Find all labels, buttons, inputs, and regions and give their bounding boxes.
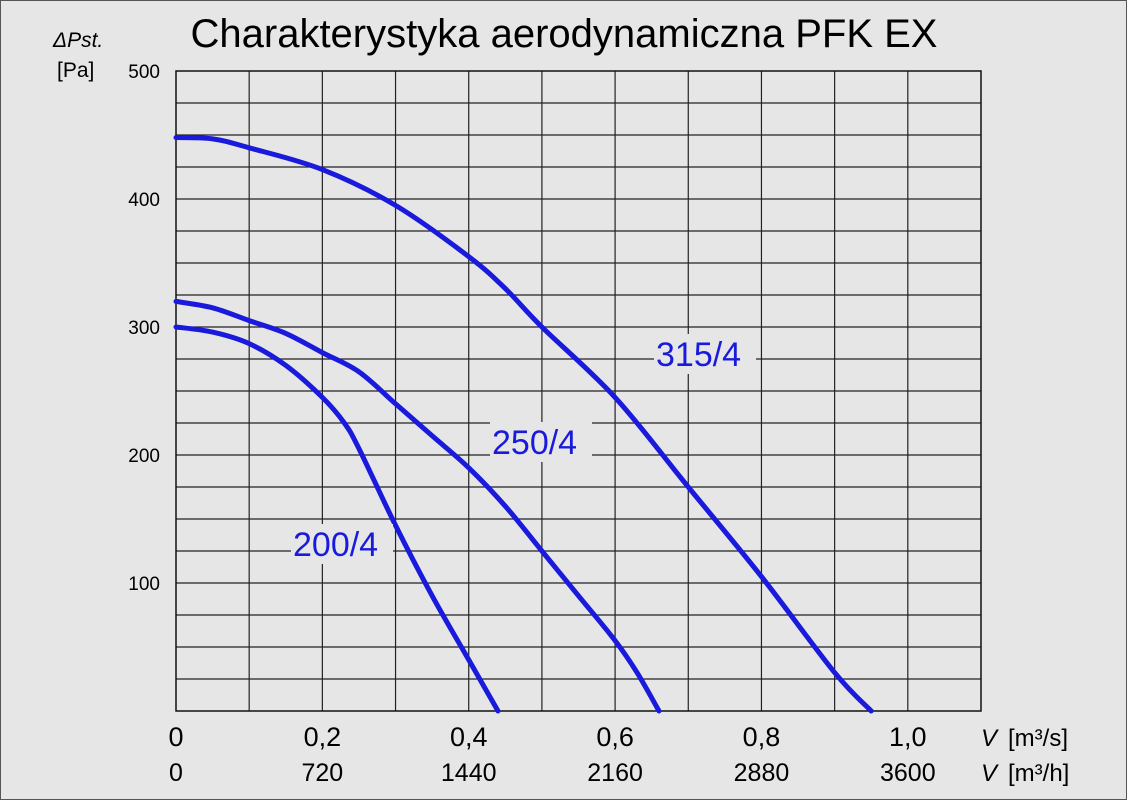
x-axis-secondary-unit: [m³/h] [1008, 760, 1069, 787]
plot-border [175, 70, 982, 712]
x-tick-label-secondary: 1440 [441, 759, 497, 787]
y-tick-label: 100 [128, 574, 160, 595]
x-tick-label-primary: 0,2 [304, 722, 342, 752]
x-tick-label-secondary: 0 [169, 759, 183, 787]
x-tick-label-secondary: 720 [302, 759, 344, 787]
series-label-background [291, 524, 393, 564]
x-tick-label-primary: 0,8 [743, 722, 781, 752]
x-tick-label-secondary: 2880 [734, 759, 790, 787]
series-label-background [654, 334, 756, 374]
series-label-250-4: 250/4 [492, 424, 577, 462]
y-axis-unit: [Pa] [57, 59, 94, 82]
ticks-group: 100 200 300 400 500 0 0,2 0,4 0,6 0,8 1,0 0 720 1440 2… [128, 62, 935, 787]
y-tick-label: 400 [128, 190, 160, 211]
series-line-315-4 [173, 135, 874, 714]
y-tick-label: 200 [128, 446, 160, 467]
x-tick-label-secondary: 3600 [880, 759, 936, 787]
chart-title: Charakterystyka aerodynamiczna PFK EX [191, 12, 938, 56]
x-tick-label-primary: 1,0 [889, 722, 927, 752]
y-axis-symbol: ΔPst. [52, 29, 103, 52]
plot-area-border [175, 70, 982, 712]
x-tick-label-secondary: 2160 [587, 759, 643, 787]
grid [176, 71, 981, 711]
series-label-315-4: 315/4 [656, 336, 741, 374]
series-group [173, 135, 874, 714]
y-tick-label: 300 [128, 318, 160, 339]
y-tick-label: 500 [128, 62, 160, 83]
x-tick-label-primary: 0,6 [596, 722, 634, 752]
x-tick-label-primary: 0,4 [450, 722, 488, 752]
series-label-background [490, 422, 592, 462]
x-axis-secondary-symbol: V [981, 760, 999, 787]
series-line-250-4 [173, 298, 662, 714]
labels-group: 200/4 250/4 315/4 [291, 334, 756, 564]
series-label-200-4: 200/4 [293, 526, 378, 564]
x-tick-label-primary: 0 [168, 722, 183, 752]
x-axis-primary-symbol: V [981, 725, 999, 752]
series-line-200-4 [173, 324, 501, 714]
x-axis-primary-unit: [m³/s] [1008, 725, 1068, 752]
